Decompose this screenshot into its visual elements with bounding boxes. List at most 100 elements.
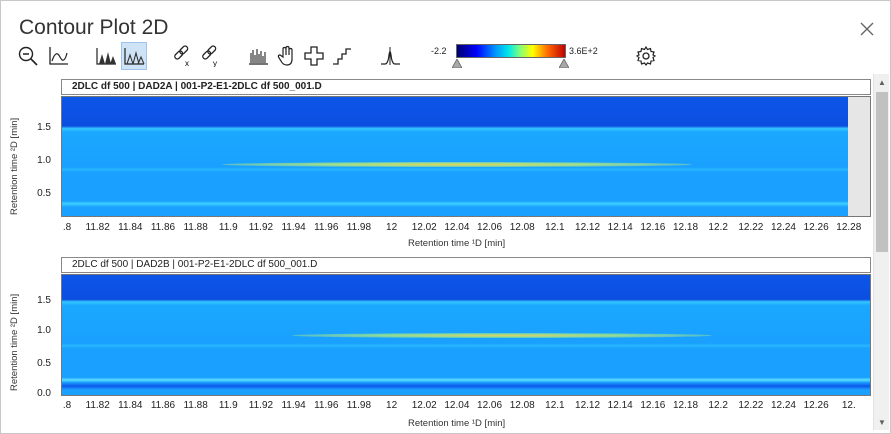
x-tick: 11.98 — [346, 400, 372, 411]
gear-icon — [635, 45, 657, 66]
x-tick: 11.98 — [346, 222, 372, 233]
link-y-button[interactable]: y — [197, 42, 223, 70]
x-tick: 12.12 — [575, 400, 601, 411]
colorbar-min-label: -2.2 — [431, 46, 447, 56]
x-tick: 12 — [386, 400, 398, 411]
zoom-out-button[interactable] — [15, 42, 41, 70]
link-x-icon: x — [174, 45, 189, 67]
step-icon — [333, 48, 351, 65]
toolbar: x y — [15, 42, 875, 72]
x-tick: 12.26 — [803, 222, 829, 233]
y-tick: 0.5 — [37, 188, 51, 199]
scroll-down-button[interactable]: ▼ — [874, 414, 890, 430]
peak-band — [222, 162, 692, 167]
peak-shape-button[interactable] — [377, 42, 403, 70]
arrow-down-icon: ▼ — [878, 417, 886, 427]
hand-pan-button[interactable] — [273, 42, 299, 70]
peaks-filled-icon — [96, 48, 116, 65]
step-button[interactable] — [329, 42, 355, 70]
x-tick: 12.04 — [444, 222, 470, 233]
y-tick: 0.5 — [37, 358, 51, 369]
x-tick: 12.28 — [836, 222, 862, 233]
x-tick: 12.14 — [607, 222, 633, 233]
x-tick: 12.16 — [640, 400, 666, 411]
x-tick: 12.2 — [708, 222, 728, 233]
contour-heatmap[interactable] — [61, 96, 871, 217]
x-tick: 12.02 — [411, 222, 437, 233]
svg-text:y: y — [213, 59, 217, 67]
x-tick: 12.06 — [477, 222, 503, 233]
contour-heatmap[interactable] — [61, 274, 871, 396]
x-tick: 12.04 — [444, 400, 470, 411]
y-tick: 0.0 — [37, 388, 51, 399]
y-tick: 1.0 — [37, 325, 51, 336]
peaks-outline-button[interactable] — [121, 42, 147, 70]
x-tick: 11.84 — [118, 400, 143, 411]
colorbar-max-label: 3.6E+2 — [569, 46, 598, 56]
x-tick: 12.22 — [738, 400, 764, 411]
x-tick: 11.9 — [218, 400, 238, 411]
svg-text:x: x — [185, 59, 189, 67]
x-tick: 11.88 — [183, 400, 208, 411]
close-button[interactable] — [858, 20, 876, 38]
x-tick: 12 — [386, 222, 398, 233]
x-tick: 12.22 — [738, 222, 764, 233]
peak-band — [292, 333, 712, 338]
x-tick: 12.24 — [770, 400, 796, 411]
x-ticks: .8 11.82 11.84 11.86 11.88 11.9 11.92 11.94 11.9… — [5, 400, 871, 414]
y-tick: 1.5 — [37, 122, 51, 133]
arrow-up-icon: ▲ — [878, 77, 886, 87]
x-tick: 11.96 — [314, 222, 339, 233]
spectrum-button[interactable] — [245, 42, 271, 70]
x-tick: .8 — [62, 400, 72, 411]
x-tick: 12.1 — [545, 400, 565, 411]
crosshair-button[interactable] — [301, 42, 327, 70]
contour-plot-1: 2DLC df 500 | DAD2A | 001-P2-E1-2DLC df … — [5, 79, 871, 251]
x-axis-label: Retention time ¹D [min] — [408, 238, 506, 249]
y-tick: 1.0 — [37, 155, 51, 166]
x-tick: 12. — [841, 400, 856, 411]
plot-title: 2DLC df 500 | DAD2A | 001-P2-E1-2DLC df … — [61, 79, 871, 95]
heatmap-field — [62, 97, 848, 216]
axis-chart-icon — [49, 47, 68, 65]
x-tick: 12.2 — [708, 400, 728, 411]
x-tick: 12.14 — [607, 400, 633, 411]
x-tick: 12.06 — [477, 400, 503, 411]
y-axis-label: Retention time ²D [min] — [9, 117, 20, 215]
peaks-outline-icon — [124, 48, 145, 65]
x-tick: 11.92 — [248, 222, 274, 233]
scroll-up-button[interactable]: ▲ — [874, 74, 890, 90]
peaks-filled-button[interactable] — [93, 42, 119, 70]
settings-button[interactable] — [633, 42, 659, 70]
vertical-scrollbar[interactable]: ▲ ▼ — [873, 74, 889, 430]
x-tick: 11.9 — [218, 222, 238, 233]
scroll-thumb[interactable] — [876, 92, 888, 252]
colorbar-min-handle[interactable] — [452, 59, 462, 68]
spectrum-icon — [249, 49, 268, 65]
x-axis-label: Retention time ¹D [min] — [408, 418, 506, 429]
x-tick: .8 — [62, 222, 72, 233]
x-tick: 11.88 — [183, 222, 208, 233]
y-axis-label: Retention time ²D [min] — [9, 293, 20, 391]
x-tick: 12.16 — [640, 222, 666, 233]
colorbar-max-handle[interactable] — [559, 59, 569, 68]
x-tick: 11.94 — [281, 400, 306, 411]
link-y-icon: y — [202, 45, 217, 67]
close-icon — [860, 22, 874, 36]
x-tick: 12.26 — [803, 400, 829, 411]
link-x-button[interactable]: x — [169, 42, 195, 70]
hand-pan-icon — [277, 45, 293, 66]
x-tick: 11.84 — [118, 222, 143, 233]
x-tick: 11.96 — [314, 400, 339, 411]
x-tick: 12.12 — [575, 222, 601, 233]
crosshair-icon — [304, 46, 324, 66]
x-tick: 11.82 — [85, 400, 110, 411]
x-tick: 12.1 — [545, 222, 565, 233]
axis-chart-button[interactable] — [45, 42, 71, 70]
x-tick: 11.82 — [85, 222, 110, 233]
window-title: Contour Plot 2D — [19, 16, 169, 39]
x-tick: 11.86 — [150, 222, 176, 233]
x-ticks: .8 11.82 11.84 11.86 11.88 11.9 11.92 11.94 11.9… — [5, 222, 871, 236]
zoom-out-icon — [18, 46, 38, 66]
